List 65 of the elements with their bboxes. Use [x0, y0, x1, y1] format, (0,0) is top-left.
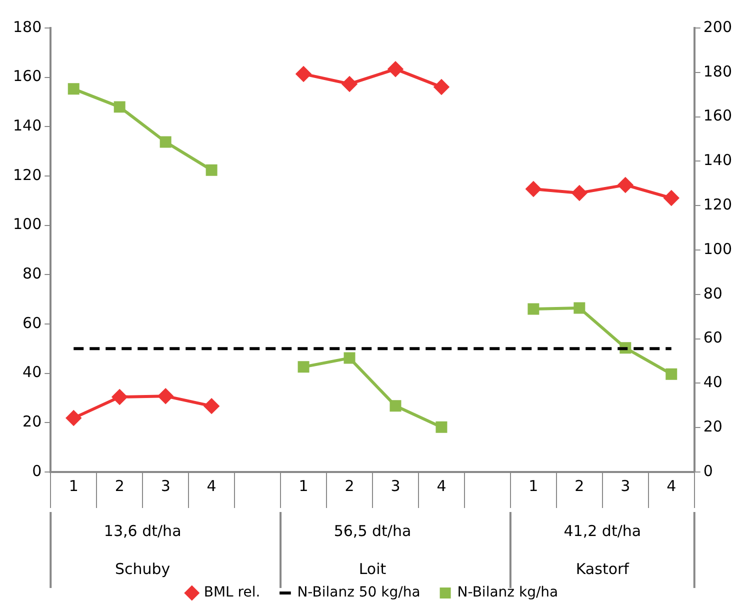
y2-tick-label: 160: [703, 106, 732, 125]
point: [574, 302, 586, 314]
point: [666, 368, 678, 380]
x-tick-label: 4: [436, 476, 446, 495]
x-tick-label: 2: [574, 476, 584, 495]
point: [206, 164, 218, 176]
text: Schuby: [115, 560, 170, 578]
text: Loit: [358, 560, 386, 578]
point: [344, 352, 356, 364]
y2-tick-label: 20: [703, 417, 722, 436]
legend-label: N-Bilanz 50 kg/ha: [297, 584, 420, 601]
y2-tick-label: 140: [703, 151, 732, 170]
y-tick-label: 60: [22, 314, 42, 332]
x-tick-label: 1: [528, 476, 538, 495]
point: [342, 76, 358, 92]
point: [296, 66, 312, 82]
text: 56,5 dt/ha: [334, 522, 412, 540]
y-tick-label: 80: [22, 264, 42, 283]
y-tick-label: 180: [12, 18, 42, 36]
x-tick-label: 4: [666, 476, 676, 495]
text: Kastorf: [576, 560, 630, 578]
y-tick-label: 140: [12, 116, 42, 135]
point: [66, 410, 82, 426]
point: [68, 83, 80, 95]
y-tick-label: 20: [22, 412, 42, 431]
point: [572, 185, 587, 200]
text: 41,2 dt/ha: [564, 522, 642, 540]
x-tick-label: 4: [206, 476, 216, 495]
x-tick-label: 3: [160, 476, 170, 495]
y-tick-label: 120: [12, 166, 42, 184]
y-tick-label: 100: [12, 215, 42, 234]
x-tick-label: 3: [620, 476, 630, 495]
x-tick-label: 1: [298, 476, 308, 495]
y2-tick-label: 100: [703, 240, 732, 258]
y2-tick-label: 80: [703, 284, 722, 302]
y2-tick-label: 60: [703, 328, 722, 347]
y-tick-label: 160: [12, 67, 42, 86]
point: [388, 62, 403, 77]
y2-tick-label: 0: [703, 462, 713, 480]
point: [664, 190, 679, 206]
y2-tick-label: 180: [703, 62, 732, 80]
point: [160, 136, 172, 148]
x-tick-label: 2: [114, 476, 124, 495]
point: [204, 398, 220, 414]
point: [298, 361, 310, 373]
point: [158, 388, 174, 404]
point: [112, 389, 128, 404]
y-tick-label: 0: [32, 462, 42, 480]
y2-tick-label: 200: [703, 18, 732, 36]
legend-label: N-Bilanz kg/ha: [457, 584, 558, 601]
x-tick-label: 1: [68, 476, 78, 495]
point: [390, 400, 402, 412]
text: 13,6 dt/ha: [104, 522, 182, 540]
point: [618, 177, 633, 192]
point: [526, 181, 541, 196]
x-tick-label: 2: [344, 476, 354, 495]
x-tick-label: 3: [390, 476, 400, 495]
point: [434, 80, 449, 95]
point: [528, 303, 540, 315]
y2-tick-label: 40: [703, 373, 722, 392]
point: [436, 421, 448, 433]
legend-label: BML rel.: [204, 584, 260, 601]
y-tick-label: 40: [22, 363, 42, 382]
point: [114, 101, 126, 113]
y2-tick-label: 120: [703, 195, 732, 214]
